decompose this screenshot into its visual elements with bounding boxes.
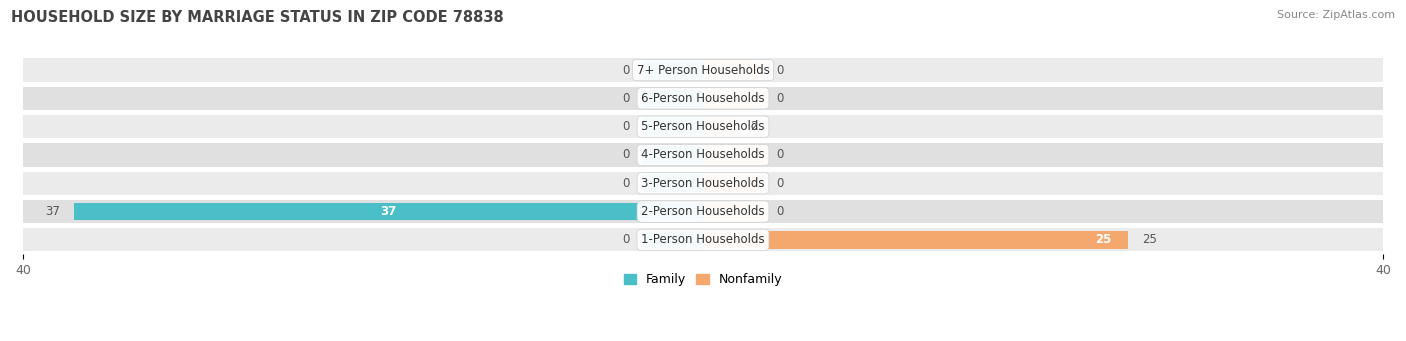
Text: 25: 25 <box>1095 233 1111 247</box>
Text: 1-Person Households: 1-Person Households <box>641 233 765 247</box>
Text: 25: 25 <box>1142 233 1157 247</box>
Text: 37: 37 <box>381 205 396 218</box>
Bar <box>22 87 1384 110</box>
Bar <box>644 231 703 249</box>
Text: 5-Person Households: 5-Person Households <box>641 120 765 133</box>
Bar <box>703 203 762 220</box>
Text: 0: 0 <box>623 233 630 247</box>
Text: 6-Person Households: 6-Person Households <box>641 92 765 105</box>
Bar <box>703 61 762 79</box>
Text: 0: 0 <box>623 177 630 190</box>
Bar <box>75 203 703 220</box>
Text: 0: 0 <box>776 177 783 190</box>
Bar <box>22 115 1384 138</box>
Text: HOUSEHOLD SIZE BY MARRIAGE STATUS IN ZIP CODE 78838: HOUSEHOLD SIZE BY MARRIAGE STATUS IN ZIP… <box>11 10 503 25</box>
Bar <box>22 143 1384 166</box>
Text: 0: 0 <box>776 63 783 77</box>
Text: 37: 37 <box>45 205 60 218</box>
Text: 2-Person Households: 2-Person Households <box>641 205 765 218</box>
Text: 0: 0 <box>623 120 630 133</box>
Text: 0: 0 <box>623 63 630 77</box>
Text: 0: 0 <box>623 92 630 105</box>
Text: 7+ Person Households: 7+ Person Households <box>637 63 769 77</box>
Text: 2: 2 <box>751 120 758 133</box>
Bar <box>644 61 703 79</box>
Bar <box>644 146 703 164</box>
Bar <box>22 58 1384 82</box>
Bar <box>644 175 703 192</box>
Bar <box>703 175 762 192</box>
Bar <box>22 172 1384 195</box>
Text: Source: ZipAtlas.com: Source: ZipAtlas.com <box>1277 10 1395 20</box>
Text: 0: 0 <box>776 205 783 218</box>
Bar <box>703 118 737 135</box>
Text: 0: 0 <box>776 92 783 105</box>
Bar <box>644 90 703 107</box>
Bar <box>644 118 703 135</box>
Legend: Family, Nonfamily: Family, Nonfamily <box>619 268 787 291</box>
Text: 0: 0 <box>623 148 630 162</box>
Bar <box>22 200 1384 223</box>
Bar <box>703 90 762 107</box>
Text: 4-Person Households: 4-Person Households <box>641 148 765 162</box>
Text: 0: 0 <box>776 148 783 162</box>
Bar <box>703 146 762 164</box>
Bar <box>22 228 1384 251</box>
Bar <box>703 231 1128 249</box>
Text: 3-Person Households: 3-Person Households <box>641 177 765 190</box>
